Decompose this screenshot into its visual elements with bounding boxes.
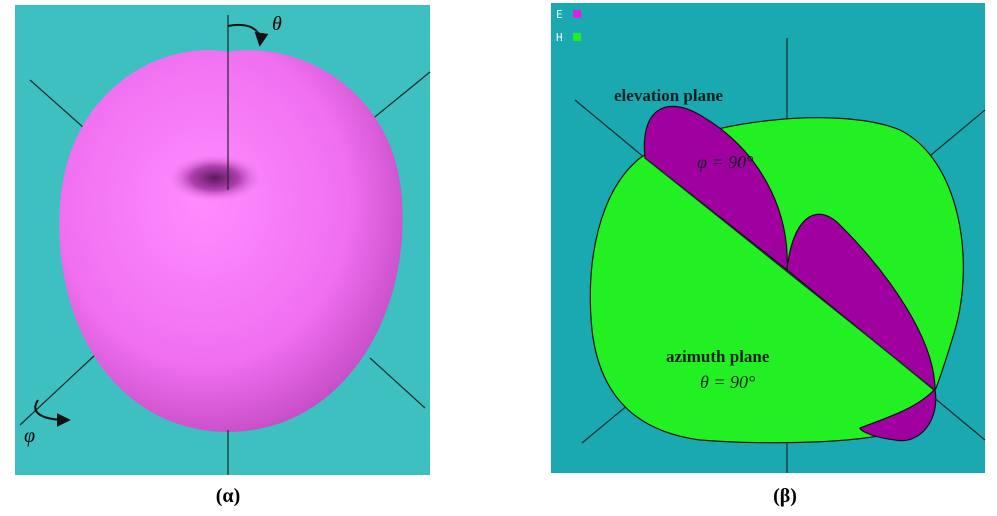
legend-swatch xyxy=(573,33,581,41)
radiation-pattern-3d xyxy=(59,50,403,432)
e-plane-lobe xyxy=(786,213,937,442)
dimple xyxy=(167,154,263,202)
annotation: elevation plane xyxy=(614,86,724,105)
e-plane-lobe xyxy=(643,105,788,272)
theta-arrow xyxy=(227,24,269,47)
panel-beta: E H elevation plane φ = 90° azimuth plan… xyxy=(551,3,986,507)
theta-label: θ xyxy=(272,13,282,35)
legend-label: H xyxy=(556,31,563,44)
panel-alpha: θ φ (α) xyxy=(15,5,431,507)
phi-label: φ xyxy=(24,425,35,447)
axis xyxy=(364,71,431,126)
caption: (β) xyxy=(773,485,797,507)
h-plane-pattern xyxy=(589,117,964,444)
annotation: φ = 90° xyxy=(697,152,753,172)
legend-label: E xyxy=(556,8,563,21)
caption: (α) xyxy=(216,485,240,507)
axis xyxy=(369,357,426,409)
legend-swatch xyxy=(573,10,581,18)
axis xyxy=(644,157,936,391)
annotation: θ = 90° xyxy=(700,372,755,392)
phi-arrow xyxy=(34,399,71,427)
axis xyxy=(924,109,986,161)
axis xyxy=(19,354,96,426)
annotation: azimuth plane xyxy=(666,347,770,366)
